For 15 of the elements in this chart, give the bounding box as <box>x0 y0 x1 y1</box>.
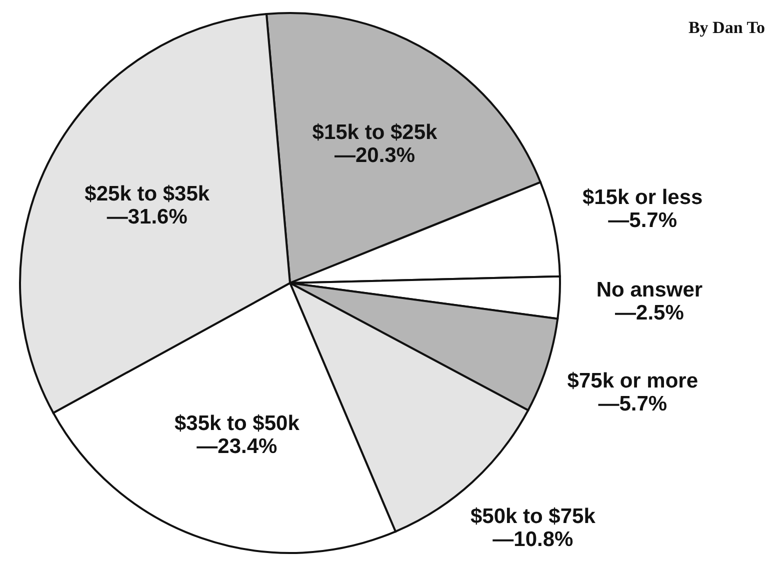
slice-label: $75k or more <box>567 369 698 392</box>
text: By Dan To <box>688 18 765 37</box>
slice-label: $15k to $25k <box>312 120 438 144</box>
data-label: —31.6% <box>106 206 188 229</box>
data-label: —10.8% <box>492 528 574 551</box>
data-label: —5.7% <box>598 392 668 416</box>
slice-label: $15k or less <box>582 186 703 210</box>
slice-label: $50k to $75k <box>470 505 596 528</box>
slice-label: $25k to $35k <box>84 182 210 206</box>
data-label: —2.5% <box>615 301 684 324</box>
data-label: —23.4% <box>196 435 278 458</box>
slice-label: No answer <box>596 278 703 302</box>
slice-label: $35k to $50k <box>174 412 300 436</box>
data-label: —20.3% <box>334 144 416 167</box>
data-label: —5.7% <box>608 209 678 232</box>
